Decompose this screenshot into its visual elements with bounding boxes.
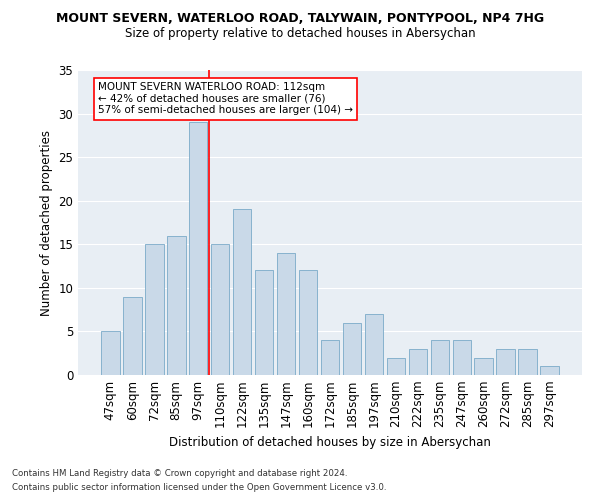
Text: MOUNT SEVERN WATERLOO ROAD: 112sqm
← 42% of detached houses are smaller (76)
57%: MOUNT SEVERN WATERLOO ROAD: 112sqm ← 42%… bbox=[98, 82, 353, 116]
Bar bbox=[277, 253, 295, 375]
Bar bbox=[145, 244, 164, 375]
Text: Size of property relative to detached houses in Abersychan: Size of property relative to detached ho… bbox=[125, 28, 475, 40]
Bar bbox=[189, 122, 208, 375]
Bar bbox=[475, 358, 493, 375]
Bar bbox=[211, 244, 229, 375]
Text: Contains HM Land Registry data © Crown copyright and database right 2024.: Contains HM Land Registry data © Crown c… bbox=[12, 468, 347, 477]
Bar bbox=[233, 210, 251, 375]
Bar bbox=[409, 349, 427, 375]
Bar bbox=[431, 340, 449, 375]
Bar bbox=[299, 270, 317, 375]
Bar bbox=[343, 322, 361, 375]
Bar bbox=[386, 358, 405, 375]
Bar bbox=[320, 340, 340, 375]
X-axis label: Distribution of detached houses by size in Abersychan: Distribution of detached houses by size … bbox=[169, 436, 491, 449]
Text: Contains public sector information licensed under the Open Government Licence v3: Contains public sector information licen… bbox=[12, 484, 386, 492]
Bar bbox=[452, 340, 471, 375]
Bar bbox=[167, 236, 185, 375]
Bar bbox=[496, 349, 515, 375]
Bar bbox=[101, 332, 119, 375]
Bar bbox=[365, 314, 383, 375]
Bar bbox=[518, 349, 537, 375]
Text: MOUNT SEVERN, WATERLOO ROAD, TALYWAIN, PONTYPOOL, NP4 7HG: MOUNT SEVERN, WATERLOO ROAD, TALYWAIN, P… bbox=[56, 12, 544, 26]
Y-axis label: Number of detached properties: Number of detached properties bbox=[40, 130, 53, 316]
Bar bbox=[255, 270, 274, 375]
Bar bbox=[541, 366, 559, 375]
Bar bbox=[123, 296, 142, 375]
